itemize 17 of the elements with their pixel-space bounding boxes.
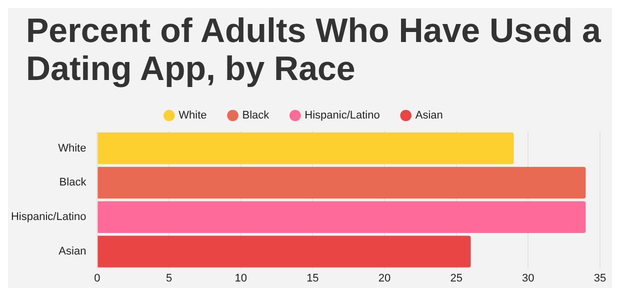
x-tick-label: 15 xyxy=(306,272,319,284)
y-tick-label: Asian xyxy=(58,246,86,258)
y-tick-label: White xyxy=(58,142,86,154)
legend-label: Asian xyxy=(415,110,443,122)
x-tick-label: 10 xyxy=(234,272,247,284)
x-tick-label: 0 xyxy=(94,272,100,284)
chart-title: Percent of Adults Who Have Used a Dating App, by Race xyxy=(25,11,602,88)
legend-label: Hispanic/Latino xyxy=(304,110,380,122)
x-tick-label: 5 xyxy=(166,272,172,284)
y-tick-label: Hispanic/Latino xyxy=(10,211,86,224)
x-tick-label: 35 xyxy=(594,272,606,284)
y-tick-label: Black xyxy=(59,176,87,189)
x-tick-label: 20 xyxy=(378,272,391,284)
legend-label: Black xyxy=(242,110,270,122)
x-tick-label: 25 xyxy=(450,272,462,284)
legend-label: White xyxy=(178,110,207,122)
x-tick-label: 30 xyxy=(522,272,534,284)
